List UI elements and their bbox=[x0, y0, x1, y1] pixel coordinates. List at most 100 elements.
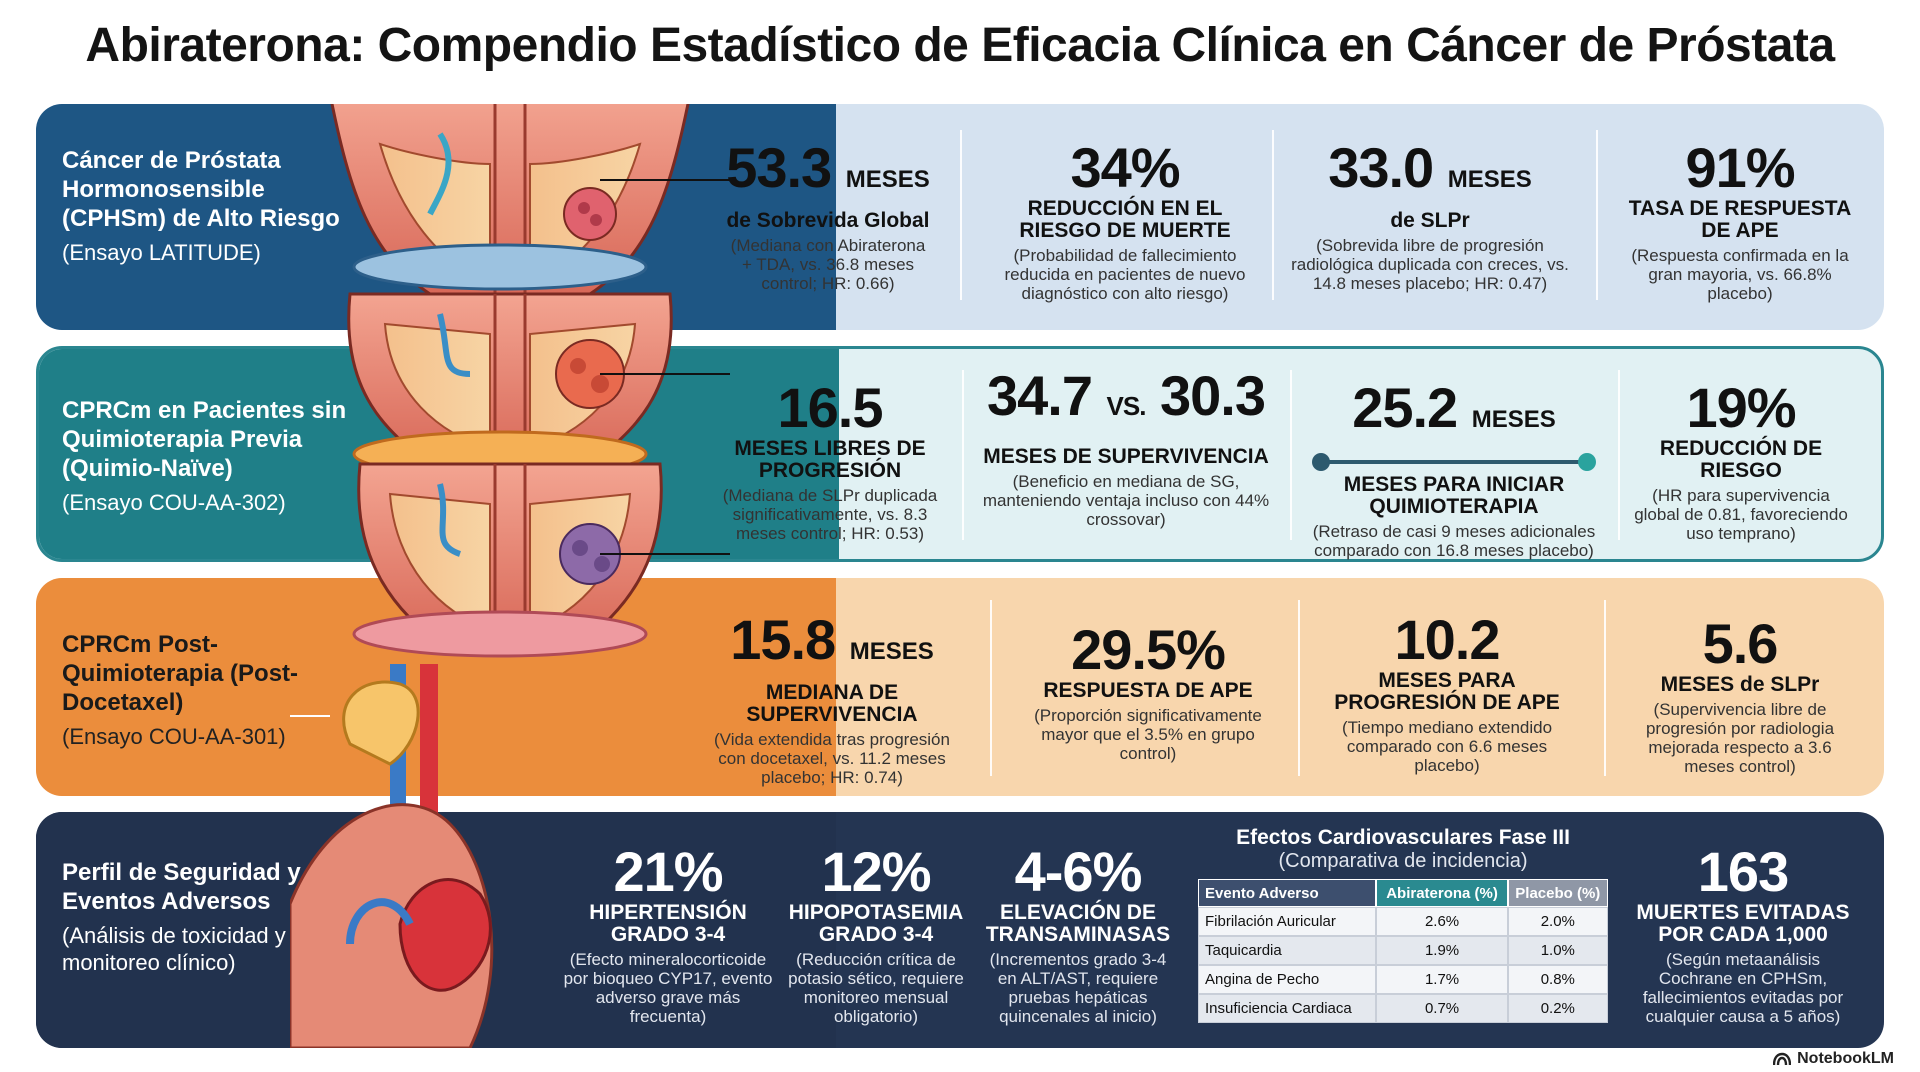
band-label-title: Perfil de Seguridad y Eventos Adversos bbox=[62, 859, 301, 915]
table-cell: 1.0% bbox=[1507, 936, 1608, 965]
metric-value: 53.3 bbox=[726, 136, 832, 199]
metric-description: (Supervivencia libre de progresión por r… bbox=[1645, 700, 1835, 776]
metric-slpr: 5.6 MESES de SLPr (Supervivencia libre d… bbox=[1630, 612, 1850, 777]
metric-progresion-ape: 10.2 MESES PARA PROGRESIÓN DE APE (Tiemp… bbox=[1322, 610, 1572, 776]
table-cell: 0.2% bbox=[1507, 994, 1608, 1023]
metric-value: 4-6% bbox=[1014, 840, 1143, 903]
metric-reduccion-riesgo: 19% REDUCCIÓN DE RIESGO (HR para supervi… bbox=[1630, 378, 1852, 544]
table-cell: 0.8% bbox=[1507, 965, 1608, 994]
cardio-effects-panel: Efectos Cardiovasculares Fase III (Compa… bbox=[1194, 826, 1612, 1023]
band-label-title: CPRCm Post-Quimioterapia (Post-Docetaxel… bbox=[62, 631, 299, 716]
cardio-table: Evento Adverso Abiraterona (%) Placebo (… bbox=[1198, 879, 1608, 1023]
metric-value: 33.0 bbox=[1328, 136, 1434, 199]
metric-value: 91% bbox=[1685, 136, 1795, 199]
metric-heading: de SLPr bbox=[1390, 209, 1470, 232]
metric-heading: MESES PARA PROGRESIÓN DE APE bbox=[1334, 669, 1560, 714]
metric-value: 16.5 bbox=[777, 376, 884, 439]
metric-heading: RESPUESTA DE APE bbox=[1043, 679, 1253, 702]
timeline-bar bbox=[1312, 453, 1596, 471]
table-row: Insuficiencia Cardiaca 0.7% 0.2% bbox=[1198, 994, 1608, 1023]
metric-transaminasas: 4-6% ELEVACIÓN DE TRANSAMINASAS (Increme… bbox=[978, 840, 1178, 1027]
metric-value: 29.5% bbox=[1071, 618, 1226, 681]
metric-heading: de Sobrevida Global bbox=[726, 209, 930, 232]
divider bbox=[960, 130, 962, 300]
metric-description: (Retraso de casi 9 meses adicionales com… bbox=[1312, 522, 1596, 560]
divider bbox=[1290, 370, 1292, 540]
metric-description: (Mediana con Abiraterona + TDA, vs. 36.8… bbox=[730, 236, 926, 293]
divider bbox=[1604, 600, 1606, 776]
table-cell: 2.0% bbox=[1507, 907, 1608, 936]
divider bbox=[1596, 130, 1598, 300]
table-cell: Fibrilación Auricular bbox=[1198, 907, 1377, 936]
metric-heading: ELEVACIÓN DE TRANSAMINASAS bbox=[985, 901, 1171, 946]
metric-muertes-evitadas: 163 MUERTES EVITADAS POR CADA 1,000 (Seg… bbox=[1628, 840, 1858, 1027]
band-label-quimio-naive: CPRCm en Pacientes sin Quimioterapia Pre… bbox=[62, 396, 362, 516]
metric-unit: MESES bbox=[849, 638, 934, 665]
metric-heading: HIPERTENSIÓN GRADO 3-4 bbox=[589, 901, 747, 946]
metric-value: 21% bbox=[613, 840, 723, 903]
band-label-trial: (Ensayo COU-AA-301) bbox=[62, 724, 286, 749]
band-label-trial: (Ensayo COU-AA-302) bbox=[62, 490, 286, 515]
metric-value-2: 30.3 bbox=[1160, 364, 1266, 427]
metric-description: (HR para supervivencia global de 0.81, f… bbox=[1634, 486, 1848, 543]
metric-value: 163 bbox=[1697, 840, 1789, 903]
metric-unit: MESES bbox=[1471, 406, 1556, 433]
band-label-post-docetaxel: CPRCm Post-Quimioterapia (Post-Docetaxel… bbox=[62, 630, 362, 750]
divider bbox=[1298, 600, 1300, 776]
notebooklm-brand: NotebookLM bbox=[1773, 1050, 1894, 1068]
metric-heading: TASA DE RESPUESTA DE APE bbox=[1628, 197, 1852, 242]
metric-respuesta-ape: 91% TASA DE RESPUESTA DE APE (Respuesta … bbox=[1620, 136, 1860, 304]
metric-heading: REDUCCIÓN DE RIESGO bbox=[1659, 437, 1823, 482]
metric-sobrevida-global: 53.3 MESES de Sobrevida Global (Mediana … bbox=[724, 136, 932, 294]
metric-value: 5.6 bbox=[1702, 612, 1779, 675]
metric-heading: MESES LIBRES DE PROGRESIÓN bbox=[734, 437, 926, 482]
table-cell: Taquicardia bbox=[1198, 936, 1377, 965]
metric-slpr: 33.0 MESES de SLPr (Sobrevida libre de p… bbox=[1290, 136, 1570, 294]
band-label-seguridad: Perfil de Seguridad y Eventos Adversos (… bbox=[62, 858, 362, 976]
metric-heading: MESES DE SUPERVIVENCIA bbox=[983, 445, 1269, 468]
metric-description: (Reducción crítica de potasio sético, re… bbox=[788, 950, 964, 1026]
cardio-subtitle: (Comparativa de incidencia) bbox=[1278, 850, 1528, 872]
table-row: Fibrilación Auricular 2.6% 2.0% bbox=[1198, 907, 1608, 936]
metric-value: 12% bbox=[821, 840, 931, 903]
cardio-title: Efectos Cardiovasculares Fase III bbox=[1236, 826, 1570, 849]
metric-description: (Tiempo mediano extendido comparado con … bbox=[1341, 718, 1553, 775]
page-title: Abiraterona: Compendio Estadístico de Ef… bbox=[85, 19, 1835, 72]
metric-description: (Vida extendida tras progresión con doce… bbox=[714, 730, 950, 787]
metric-reduccion-riesgo-muerte: 34% REDUCCIÓN EN EL RIESGO DE MUERTE (Pr… bbox=[990, 136, 1260, 304]
metric-respuesta-ape: 29.5% RESPUESTA DE APE (Proporción signi… bbox=[1018, 618, 1278, 764]
table-header: Abiraterona (%) bbox=[1376, 879, 1508, 907]
divider bbox=[1272, 130, 1274, 300]
metric-heading: MESES de SLPr bbox=[1660, 673, 1820, 696]
metric-description: (Efecto mineralocorticoide por bioqueo C… bbox=[563, 950, 773, 1026]
metric-vs: VS. bbox=[1106, 391, 1147, 421]
band-label-trial: (Ensayo LATITUDE) bbox=[62, 240, 261, 265]
table-cell: 1.9% bbox=[1376, 936, 1508, 965]
band-label-title: CPRCm en Pacientes sin Quimioterapia Pre… bbox=[62, 397, 347, 482]
metric-meses-supervivencia: 34.7 VS. 30.3 MESES DE SUPERVIVENCIA (Be… bbox=[976, 364, 1276, 530]
metric-value: 15.8 bbox=[730, 608, 836, 671]
table-row: Taquicardia 1.9% 1.0% bbox=[1198, 936, 1608, 965]
metric-description: (Según metaanálisis Cochrane en CPHSm, f… bbox=[1642, 950, 1844, 1026]
band-label-title: Cáncer de Próstata Hormonosensible (CPHS… bbox=[62, 147, 340, 232]
metric-description: (Sobrevida libre de progresión radiológi… bbox=[1291, 236, 1569, 293]
notebooklm-icon bbox=[1773, 1052, 1792, 1066]
metric-description: (Mediana de SLPr duplicada significativa… bbox=[722, 486, 938, 543]
table-cell: 1.7% bbox=[1376, 965, 1508, 994]
divider bbox=[990, 600, 992, 776]
metric-heading: MESES PARA INICIAR QUIMIOTERAPIA bbox=[1343, 473, 1565, 518]
metric-heading: HIPOPOTASEMIA GRADO 3-4 bbox=[788, 901, 964, 946]
metric-value: 34% bbox=[1070, 136, 1180, 199]
table-cell: Insuficiencia Cardiaca bbox=[1198, 994, 1377, 1023]
table-cell: 0.7% bbox=[1376, 994, 1508, 1023]
metric-mediana-supervivencia: 15.8 MESES MEDIANA DE SUPERVIVENCIA (Vid… bbox=[712, 608, 952, 788]
metric-iniciar-quimioterapia: 25.2 MESES MESES PARA INICIAR QUIMIOTERA… bbox=[1304, 378, 1604, 560]
table-header: Evento Adverso bbox=[1198, 879, 1377, 907]
band-quimio-naive bbox=[36, 346, 1884, 562]
metric-unit: MESES bbox=[1447, 166, 1532, 193]
divider bbox=[962, 370, 964, 540]
divider bbox=[1618, 370, 1620, 540]
metric-heading: MEDIANA DE SUPERVIVENCIA bbox=[746, 681, 918, 726]
metric-unit: MESES bbox=[845, 166, 930, 193]
metric-heading: REDUCCIÓN EN EL RIESGO DE MUERTE bbox=[1019, 197, 1231, 242]
